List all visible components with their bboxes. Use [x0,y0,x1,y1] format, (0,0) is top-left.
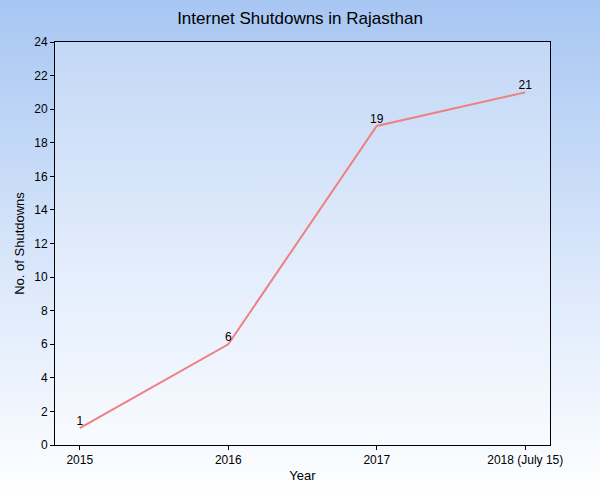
svg-text:22: 22 [34,69,48,83]
svg-text:20: 20 [34,102,48,116]
svg-text:2018 (July 15): 2018 (July 15) [487,453,563,467]
svg-text:Internet Shutdowns in Rajastha: Internet Shutdowns in Rajasthan [177,9,423,28]
svg-text:2016: 2016 [215,453,242,467]
svg-text:19: 19 [370,112,384,126]
svg-text:2: 2 [41,405,48,419]
svg-text:0: 0 [41,438,48,452]
svg-text:2017: 2017 [363,453,390,467]
svg-text:1: 1 [76,414,83,428]
svg-text:18: 18 [34,136,48,150]
svg-text:24: 24 [34,35,48,49]
svg-text:6: 6 [225,330,232,344]
svg-text:4: 4 [41,371,48,385]
svg-text:No. of Shutdowns: No. of Shutdowns [12,192,27,295]
svg-text:Year: Year [289,468,316,483]
svg-text:6: 6 [41,337,48,351]
svg-text:8: 8 [41,304,48,318]
svg-text:16: 16 [34,170,48,184]
svg-text:2015: 2015 [66,453,93,467]
svg-text:10: 10 [34,270,48,284]
svg-text:21: 21 [519,78,533,92]
svg-text:14: 14 [34,203,48,217]
svg-text:12: 12 [34,237,48,251]
